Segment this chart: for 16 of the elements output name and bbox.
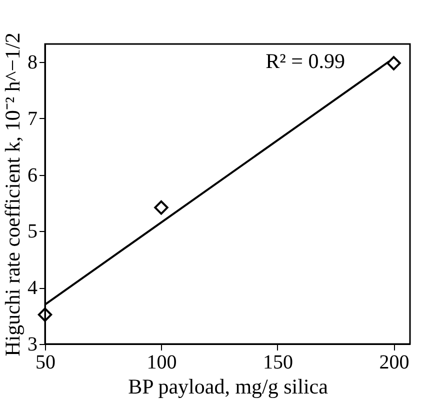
y-tick-label: 7 bbox=[28, 108, 38, 130]
y-tick-label: 5 bbox=[28, 220, 38, 243]
y-tick-label: 8 bbox=[28, 52, 38, 74]
point bbox=[38, 308, 52, 322]
x-axis-title: BP payload, mg/g silica bbox=[128, 374, 329, 398]
point bbox=[154, 200, 168, 215]
x-tick-label: 50 bbox=[36, 352, 56, 374]
x-tick-label: 150 bbox=[262, 352, 293, 374]
x-tick-label: 200 bbox=[379, 352, 410, 374]
y-axis-title: Higuchi rate coefficient k, 10⁻² h^−1/2 bbox=[0, 32, 24, 356]
y-tick-label: 6 bbox=[28, 164, 38, 186]
x-tick-label: 100 bbox=[146, 352, 177, 374]
point bbox=[386, 56, 401, 70]
annotation: R² = 0.99 bbox=[266, 49, 345, 73]
y-tick-label: 4 bbox=[28, 277, 38, 300]
y-tick-label: 3 bbox=[28, 334, 38, 356]
